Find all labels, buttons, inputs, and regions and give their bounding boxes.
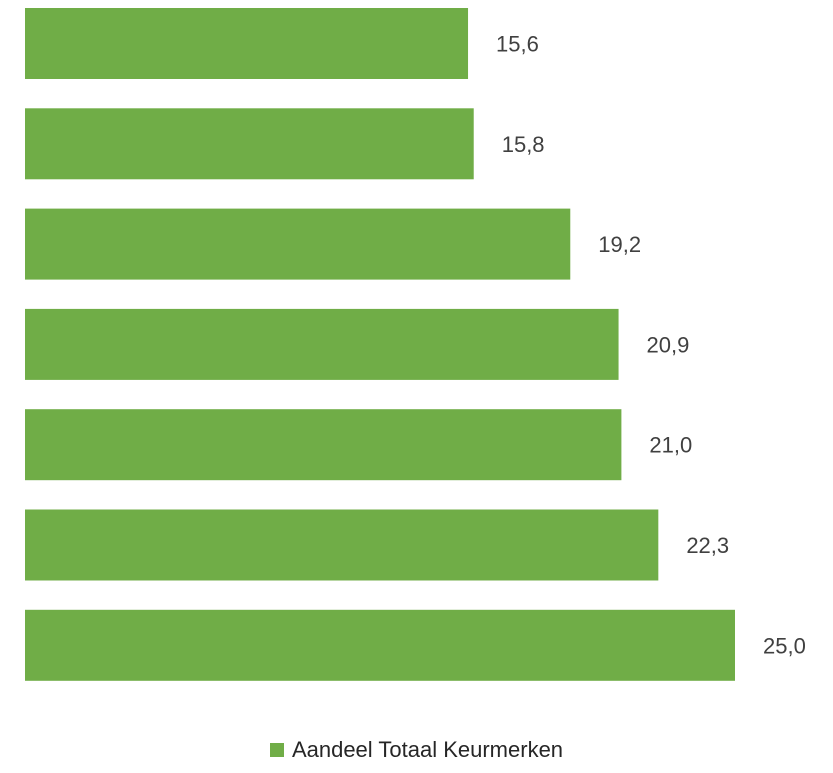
data-label-3: 20,9 [647, 332, 690, 357]
legend: Aandeel Totaal Keurmerken [0, 735, 833, 765]
data-label-5: 22,3 [686, 533, 729, 558]
data-label-6: 25,0 [763, 633, 806, 658]
data-label-2: 19,2 [598, 232, 641, 257]
legend-label: Aandeel Totaal Keurmerken [291, 737, 564, 762]
bar-6 [25, 609, 735, 681]
bar-2 [25, 208, 571, 280]
data-label-4: 21,0 [649, 433, 692, 458]
bar-3 [25, 308, 619, 380]
data-label-1: 15,8 [502, 132, 545, 157]
data-label-0: 15,6 [496, 32, 539, 57]
bar-1 [25, 108, 474, 180]
bar-0 [25, 8, 469, 79]
bar-chart: 15,6 15,8 19,2 20,9 21,0 22,3 25,0 [25, 8, 806, 681]
legend-swatch [269, 743, 284, 757]
bar-5 [25, 509, 659, 581]
bar-4 [25, 409, 622, 481]
